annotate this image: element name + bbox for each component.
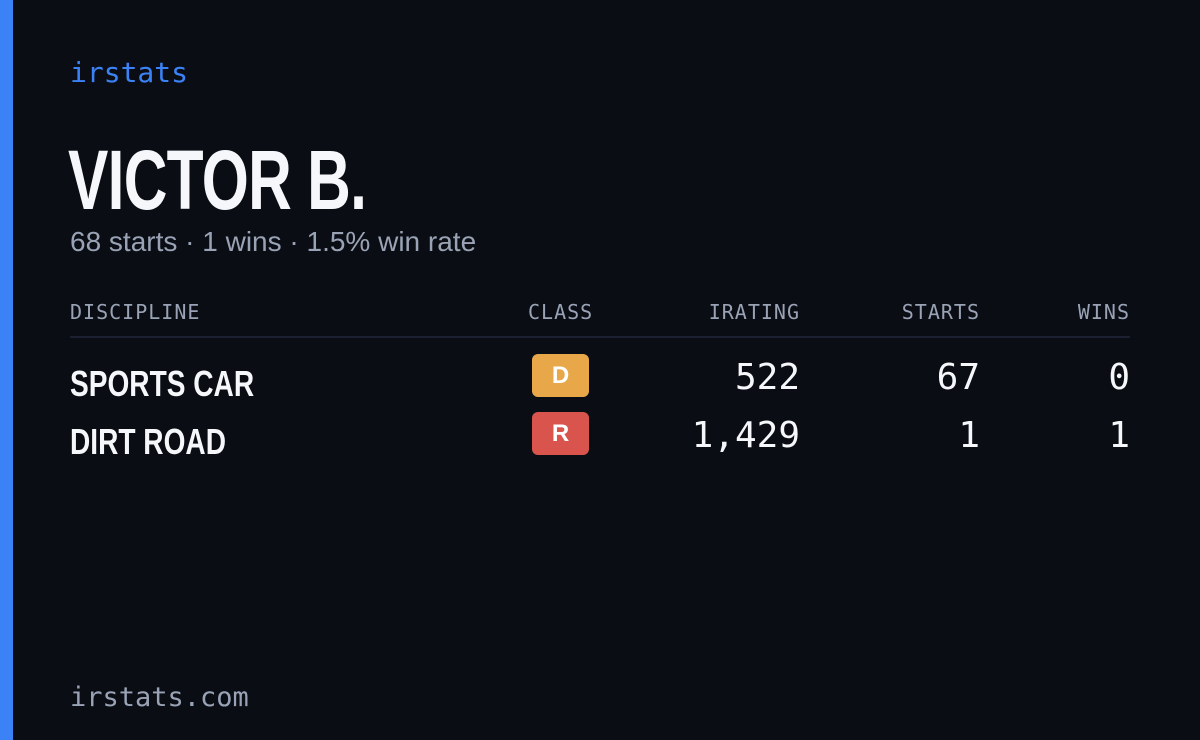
- wins-value: 0: [1108, 357, 1130, 398]
- discipline-name: DIRT ROAD: [70, 421, 226, 462]
- discipline-name: SPORTS CAR: [70, 363, 255, 404]
- driver-name: VICTOR B.: [68, 133, 367, 227]
- driver-summary: 68 starts · 1 wins · 1.5% win rate: [70, 226, 477, 257]
- footer-url: irstats.com: [70, 682, 249, 713]
- header-class: CLASS: [528, 300, 594, 324]
- starts-value: 1: [958, 415, 980, 456]
- irating-value: 522: [734, 357, 800, 398]
- wins-value: 1: [1108, 415, 1130, 456]
- header-irating: IRATING: [708, 300, 800, 324]
- header-starts: STARTS: [901, 300, 980, 324]
- irating-value: 1,429: [691, 415, 800, 456]
- class-badge: D: [532, 354, 589, 397]
- accent-bar: [0, 0, 13, 740]
- table-row: SPORTS CAR D 522 67 0: [70, 354, 1130, 404]
- starts-value: 67: [936, 357, 980, 398]
- table-row: DIRT ROAD R 1,429 1 1: [70, 412, 1130, 462]
- brand-logo: irstats: [70, 56, 189, 89]
- header-wins: WINS: [1077, 300, 1130, 324]
- header-discipline: DISCIPLINE: [70, 300, 201, 324]
- table-header: DISCIPLINE CLASS IRATING STARTS WINS: [70, 300, 1130, 338]
- class-badge: R: [532, 412, 589, 455]
